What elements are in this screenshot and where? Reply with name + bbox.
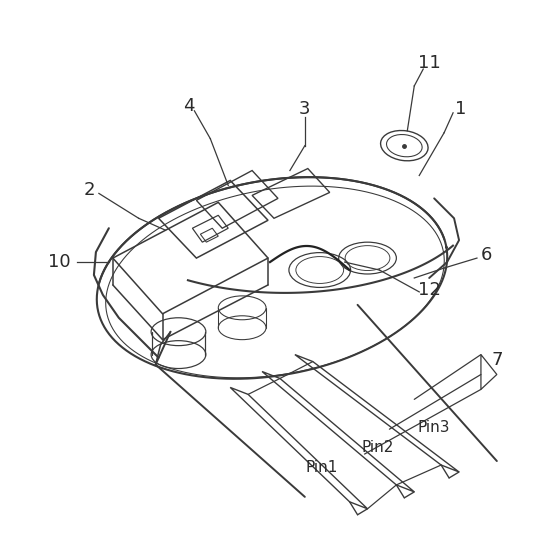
Text: 10: 10 xyxy=(48,253,70,271)
Text: 3: 3 xyxy=(299,100,311,118)
Text: 12: 12 xyxy=(418,281,441,299)
Text: 2: 2 xyxy=(83,182,95,200)
Text: 1: 1 xyxy=(455,100,467,118)
Text: Pin2: Pin2 xyxy=(361,440,393,455)
Text: 6: 6 xyxy=(481,246,493,264)
Text: 11: 11 xyxy=(418,54,440,72)
Text: 7: 7 xyxy=(491,351,502,369)
Text: Pin1: Pin1 xyxy=(306,459,338,474)
Text: Pin3: Pin3 xyxy=(418,420,450,435)
Text: 4: 4 xyxy=(183,97,194,115)
